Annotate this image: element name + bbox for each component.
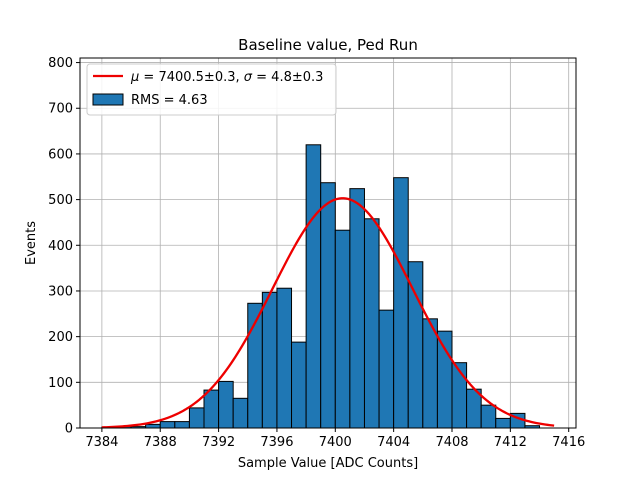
histogram-bar	[174, 421, 190, 429]
histogram-bar	[291, 341, 307, 429]
x-tick-label: 7396	[260, 435, 293, 450]
x-tick-label: 7404	[377, 435, 410, 450]
legend-histogram-swatch	[92, 93, 124, 106]
plot-frame	[79, 57, 577, 429]
histogram-bar	[276, 287, 293, 429]
x-tick-label: 7416	[552, 435, 585, 450]
histogram-bar	[334, 229, 351, 429]
legend-histogram-label: RMS = 4.63	[131, 93, 208, 108]
histogram-bar	[363, 218, 380, 429]
legend-fit-sigma-symbol: σ	[244, 70, 253, 85]
x-axis-title: Sample Value [ADC Counts]	[238, 456, 418, 471]
y-tick-label: 800	[48, 56, 73, 71]
y-axis-title: Events	[24, 221, 39, 265]
histogram-bar	[480, 404, 497, 429]
y-tick-label: 300	[48, 284, 73, 299]
histogram-bar	[145, 423, 161, 429]
histogram-bar	[436, 330, 453, 429]
y-tick-label: 500	[48, 193, 73, 208]
histogram-bar	[378, 309, 395, 429]
histogram-bar	[232, 397, 249, 429]
y-axis-ticks: 0 100 200 300 400 500 600 700 800	[48, 56, 80, 437]
chart-title: Baseline value, Ped Run	[238, 36, 418, 54]
y-tick-label: 100	[48, 376, 73, 391]
y-tick-label: 600	[48, 147, 73, 162]
x-tick-label: 7400	[319, 435, 352, 450]
legend-fit-mu-value: = 7400.5±0.3,	[139, 70, 243, 85]
legend-fit-sigma-value: = 4.8±0.3	[252, 70, 323, 85]
histogram-bar	[393, 177, 409, 429]
x-tick-label: 7384	[85, 435, 118, 450]
legend: μ = 7400.5±0.3, σ = 4.8±0.3 RMS = 4.63	[86, 63, 337, 116]
legend-fit-mu-symbol: μ	[130, 70, 139, 85]
histogram-bar	[203, 389, 220, 429]
legend-fit-label: μ = 7400.5±0.3, σ = 4.8±0.3	[130, 70, 323, 85]
y-tick-label: 400	[48, 239, 73, 254]
histogram-bar	[349, 188, 365, 429]
y-tick-label: 700	[48, 102, 73, 117]
x-tick-label: 7408	[435, 435, 468, 450]
y-tick-label: 200	[48, 330, 73, 345]
histogram-bar	[159, 421, 176, 429]
x-tick-label: 7392	[202, 435, 235, 450]
histogram-bar	[495, 417, 511, 429]
histogram-bar	[261, 291, 278, 429]
histogram-bar	[320, 182, 336, 429]
x-tick-label: 7388	[144, 435, 177, 450]
legend-box	[86, 63, 337, 116]
fit-curve	[101, 197, 555, 429]
y-tick-label: 0	[65, 422, 73, 437]
histogram-bar	[422, 318, 438, 429]
x-tick-label: 7412	[494, 435, 527, 450]
histogram-bar	[188, 407, 205, 429]
x-axis-ticks: 7384 7388 7392 7396 7400 7404 7408 7412 7416	[85, 428, 585, 450]
histogram-bar	[305, 144, 322, 429]
histogram-bar	[218, 380, 234, 429]
